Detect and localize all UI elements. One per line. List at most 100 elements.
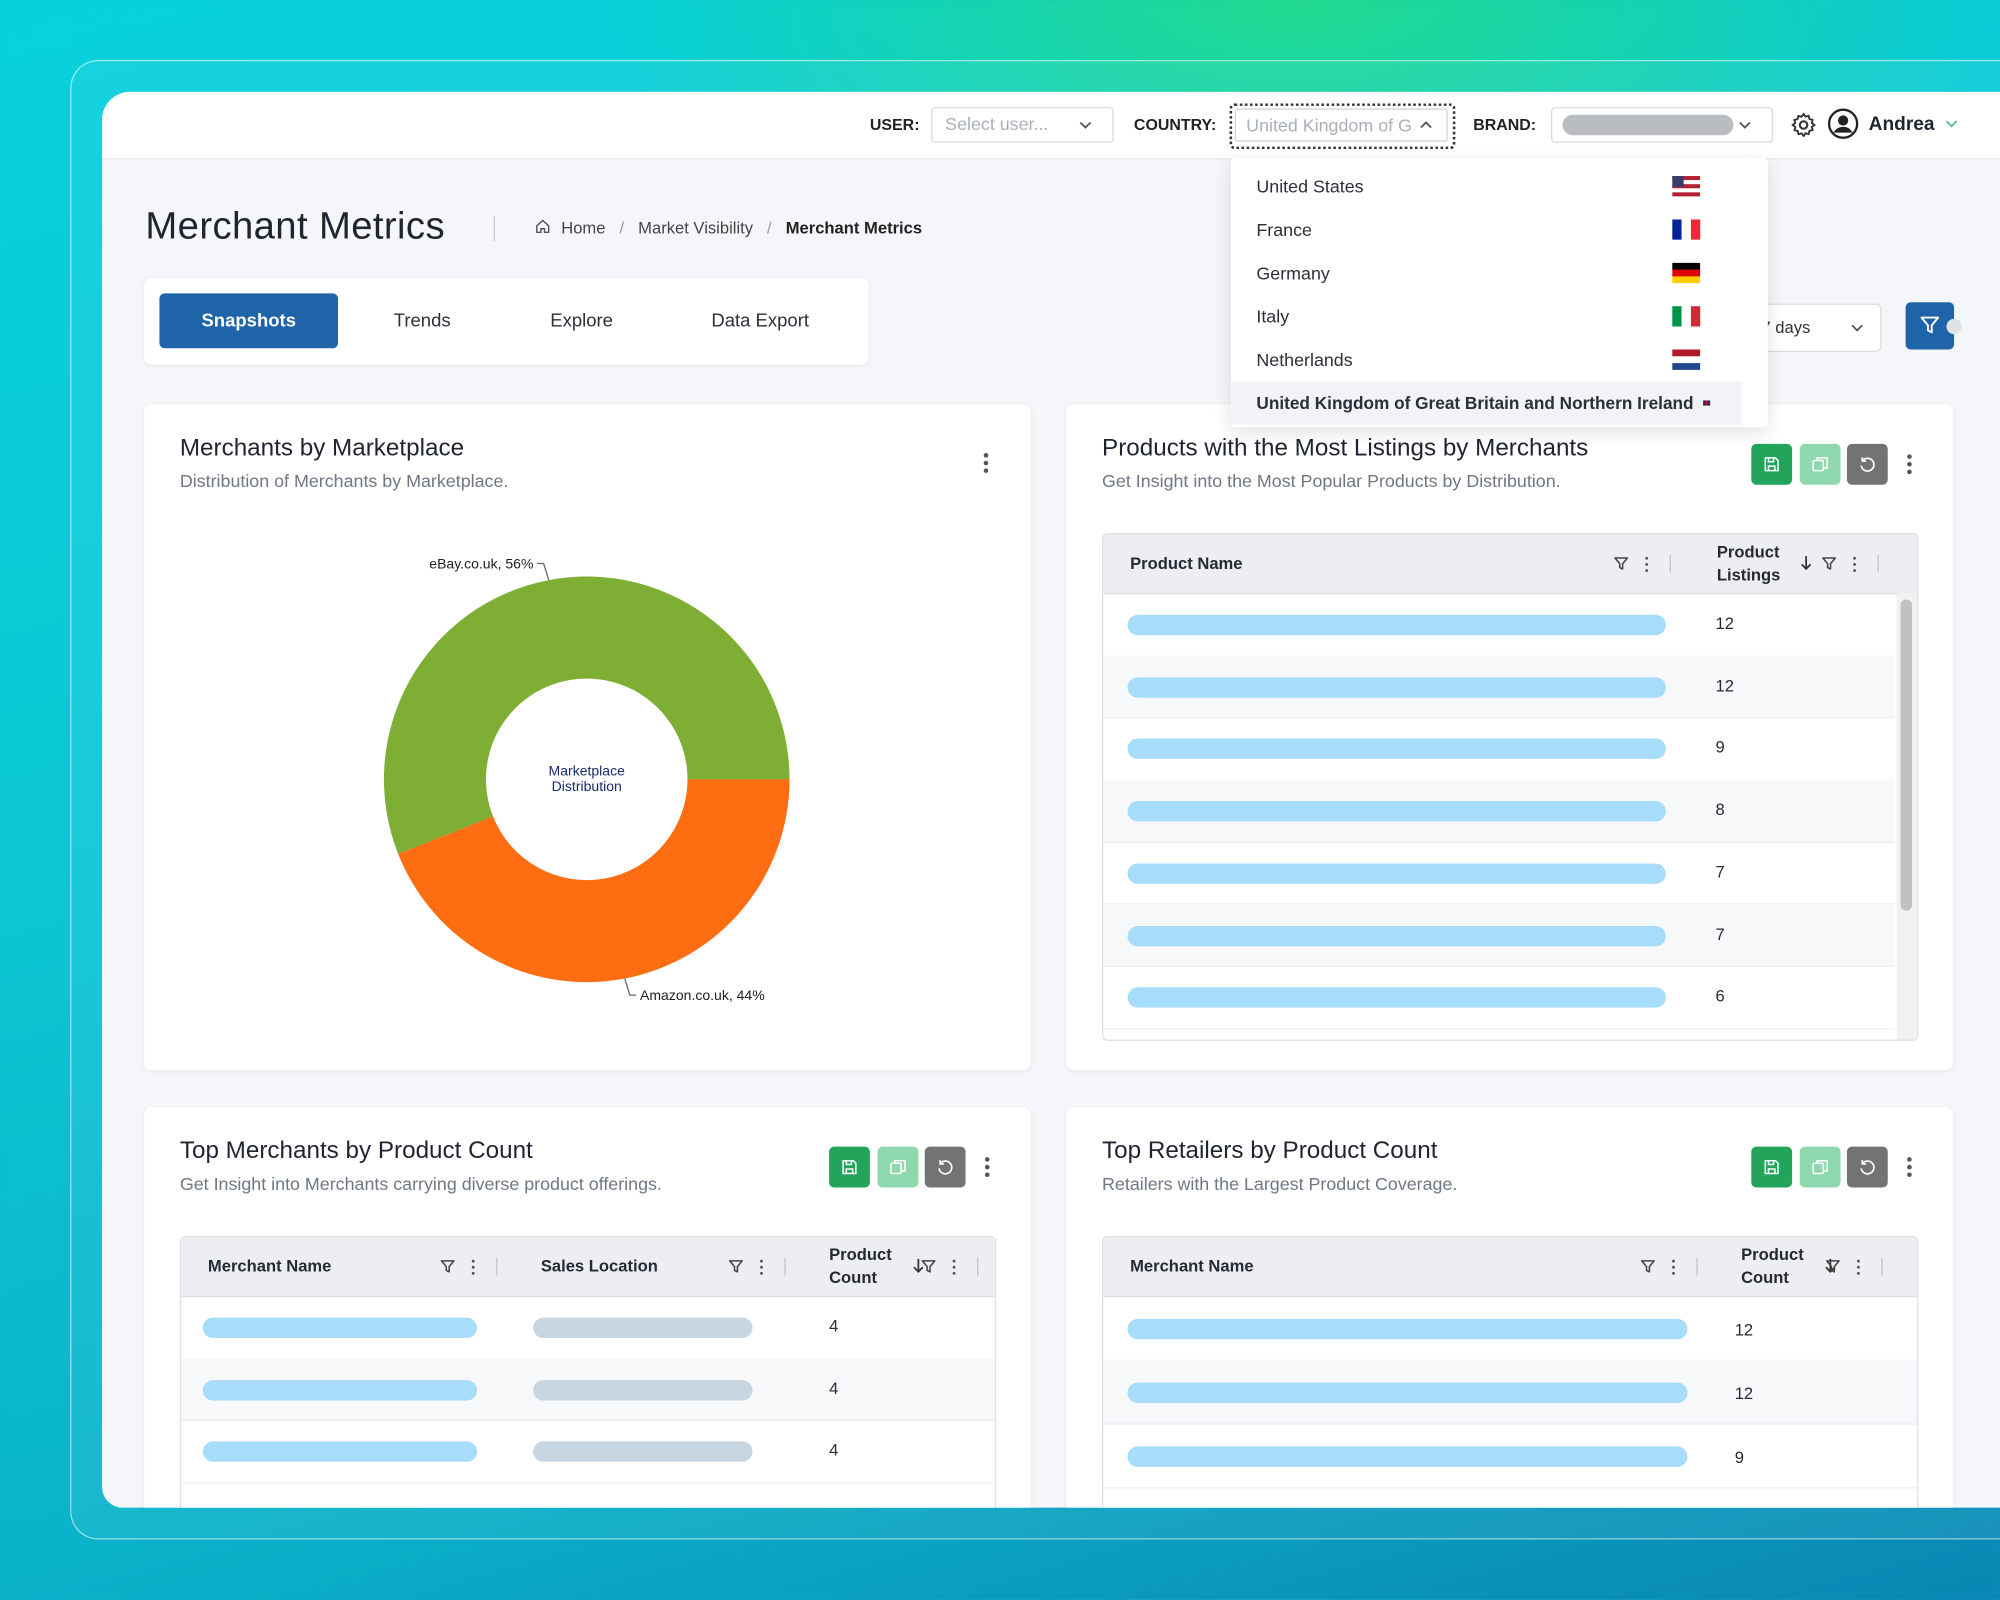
filter-icon (1920, 316, 1940, 334)
column-header: Product Count (1741, 1244, 1804, 1287)
top-bar: USER: Select user... COUNTRY: United Kin… (102, 91, 2000, 160)
column-menu-glyph (1856, 1259, 1860, 1275)
save-button[interactable] (1751, 443, 1793, 485)
column-menu[interactable] (758, 1258, 764, 1281)
panel-menu[interactable] (983, 1156, 991, 1185)
country-select[interactable]: United Kingdom of G (1229, 103, 1456, 150)
reset-button[interactable] (924, 1146, 966, 1188)
column-header: Merchant Name (1130, 1256, 1254, 1276)
user-select[interactable]: Select user... (931, 107, 1114, 143)
flag-band (1672, 356, 1701, 364)
column-menu[interactable] (1852, 555, 1858, 578)
cell-value: 12 (1715, 613, 1735, 633)
redacted-cell (533, 1317, 753, 1339)
panel-title: Top Retailers by Product Count (1102, 1137, 1438, 1165)
cell-value: 7 (1715, 861, 1725, 882)
tab[interactable]: Snapshots (159, 293, 339, 349)
tab[interactable]: Data Export (711, 310, 810, 331)
country-name: France (1256, 219, 1312, 240)
country-dropdown: United States France Germany Italy Netherlan… (1230, 158, 1768, 428)
country-option[interactable]: Germany (1231, 251, 1741, 294)
country-option[interactable]: United States (1231, 165, 1741, 208)
column-filter[interactable] (1821, 555, 1837, 578)
country-name: Italy (1256, 306, 1290, 327)
country-option[interactable]: Italy (1231, 295, 1741, 338)
panel-menu[interactable] (982, 452, 990, 481)
reset-button[interactable] (1846, 1146, 1888, 1188)
settings-icon[interactable] (1790, 111, 1818, 139)
avatar-icon[interactable] (1827, 108, 1859, 139)
panel-menu-glyph (983, 453, 989, 473)
column-menu-glyph (952, 1259, 956, 1275)
column-header: Product Name (1130, 553, 1243, 573)
flag-band (1681, 306, 1692, 327)
filter-button[interactable] (1905, 302, 1955, 350)
column-filter[interactable] (728, 1258, 743, 1281)
chevron (1739, 121, 1751, 129)
cell-value: 7 (1715, 924, 1725, 944)
breadcrumb-item[interactable]: Home (561, 218, 606, 238)
pie-slice (383, 576, 790, 854)
redacted-cell (1127, 925, 1666, 946)
app-window: USER: Select user... COUNTRY: United Kin… (102, 91, 2000, 1508)
column-menu[interactable] (1670, 1258, 1676, 1281)
redacted-cell (1127, 1446, 1688, 1467)
sort-icon[interactable] (1800, 554, 1813, 577)
duplicate-button[interactable] (876, 1146, 918, 1188)
panel-menu-glyph (1907, 454, 1912, 475)
sort-icon[interactable] (912, 1256, 925, 1279)
column-filter[interactable] (440, 1258, 455, 1281)
breadcrumb: Home / Market Visibility / Merchant Metrics (561, 218, 922, 237)
column-menu[interactable] (1855, 1258, 1861, 1281)
column-divider (1696, 1257, 1698, 1276)
table-row: 9 (1103, 717, 1895, 781)
flag (1672, 349, 1701, 370)
panel-subtitle: Get Insight into the Most Popular Produc… (1102, 470, 1561, 492)
reset-button[interactable] (1846, 443, 1888, 485)
column-divider (496, 1257, 498, 1276)
column-filter[interactable] (1825, 1258, 1840, 1281)
tab[interactable]: Trends (393, 310, 451, 331)
column-menu[interactable] (951, 1258, 957, 1281)
divider (493, 215, 495, 242)
column-filter-glyph (728, 1260, 743, 1273)
breadcrumb-separator: / (767, 218, 772, 238)
column-menu-glyph (1853, 556, 1857, 572)
scrollbar-thumb[interactable] (1900, 599, 1912, 911)
column-menu[interactable] (470, 1258, 476, 1281)
flag-band (1672, 276, 1701, 284)
column-divider (1669, 554, 1671, 573)
save-button[interactable] (1751, 1146, 1793, 1188)
panel-subtitle: Get Insight into Merchants carrying dive… (179, 1173, 662, 1194)
table-row: 7 (1103, 842, 1895, 905)
panel-menu[interactable] (1906, 453, 1914, 482)
breadcrumb-item[interactable]: Market Visibility (638, 218, 754, 238)
table-header: Merchant Name Sales Location Product Count (181, 1237, 995, 1298)
country-option[interactable]: United Kingdom of Great Britain and Nort… (1230, 381, 1742, 425)
duplicate-button[interactable] (1799, 443, 1840, 485)
brand-select[interactable] (1551, 107, 1773, 143)
save-button-glyph (1764, 1159, 1779, 1175)
marketplace-panel: Merchants by Marketplace Distribution of… (144, 404, 1031, 1071)
user-name[interactable]: Andrea (1868, 113, 1935, 136)
panel-subtitle: Retailers with the Largest Product Cover… (1102, 1173, 1458, 1194)
country-option[interactable]: Netherlands (1231, 338, 1741, 381)
table-row: 9 (1103, 1423, 1918, 1489)
column-menu-glyph (760, 1259, 763, 1275)
panel-menu[interactable] (1906, 1156, 1914, 1185)
column-filter[interactable] (1640, 1258, 1655, 1281)
redacted-cell (1127, 739, 1666, 760)
redacted-cell (1127, 863, 1666, 884)
tab[interactable]: Explore (550, 310, 613, 331)
country-option[interactable]: France (1231, 208, 1741, 251)
column-filter[interactable] (1614, 555, 1629, 578)
save-button[interactable] (829, 1146, 870, 1188)
column-menu[interactable] (1644, 555, 1650, 578)
duplicate-button[interactable] (1799, 1146, 1840, 1188)
table-row: 12 (1103, 655, 1895, 719)
cell-value: 8 (1715, 799, 1725, 819)
column-divider (1877, 554, 1879, 573)
column-filter[interactable] (921, 1258, 936, 1281)
cell-value: 12 (1734, 1320, 1754, 1340)
